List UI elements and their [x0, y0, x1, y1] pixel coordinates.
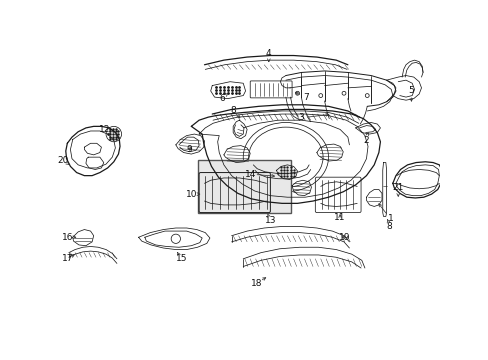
Text: 20: 20	[57, 156, 68, 165]
Text: 12: 12	[99, 125, 110, 134]
Text: 2: 2	[362, 136, 368, 145]
Text: 10: 10	[185, 190, 197, 199]
Text: 15: 15	[175, 254, 186, 263]
Text: 4: 4	[265, 49, 271, 58]
Text: 6: 6	[219, 94, 225, 103]
Text: 11: 11	[334, 213, 345, 222]
Text: 18: 18	[250, 279, 262, 288]
Text: 9: 9	[186, 145, 191, 154]
Text: 7: 7	[303, 93, 308, 102]
Text: 8: 8	[230, 107, 236, 116]
Text: 14: 14	[244, 170, 255, 179]
Text: 21: 21	[392, 184, 403, 193]
Text: 3: 3	[298, 113, 304, 122]
Text: 8: 8	[386, 222, 392, 231]
Text: 16: 16	[61, 233, 73, 242]
Text: 13: 13	[264, 216, 276, 225]
Text: 19: 19	[338, 233, 350, 242]
FancyBboxPatch shape	[197, 160, 290, 213]
Text: 17: 17	[61, 254, 73, 263]
Text: 5: 5	[407, 86, 413, 95]
Text: 1: 1	[387, 214, 392, 223]
